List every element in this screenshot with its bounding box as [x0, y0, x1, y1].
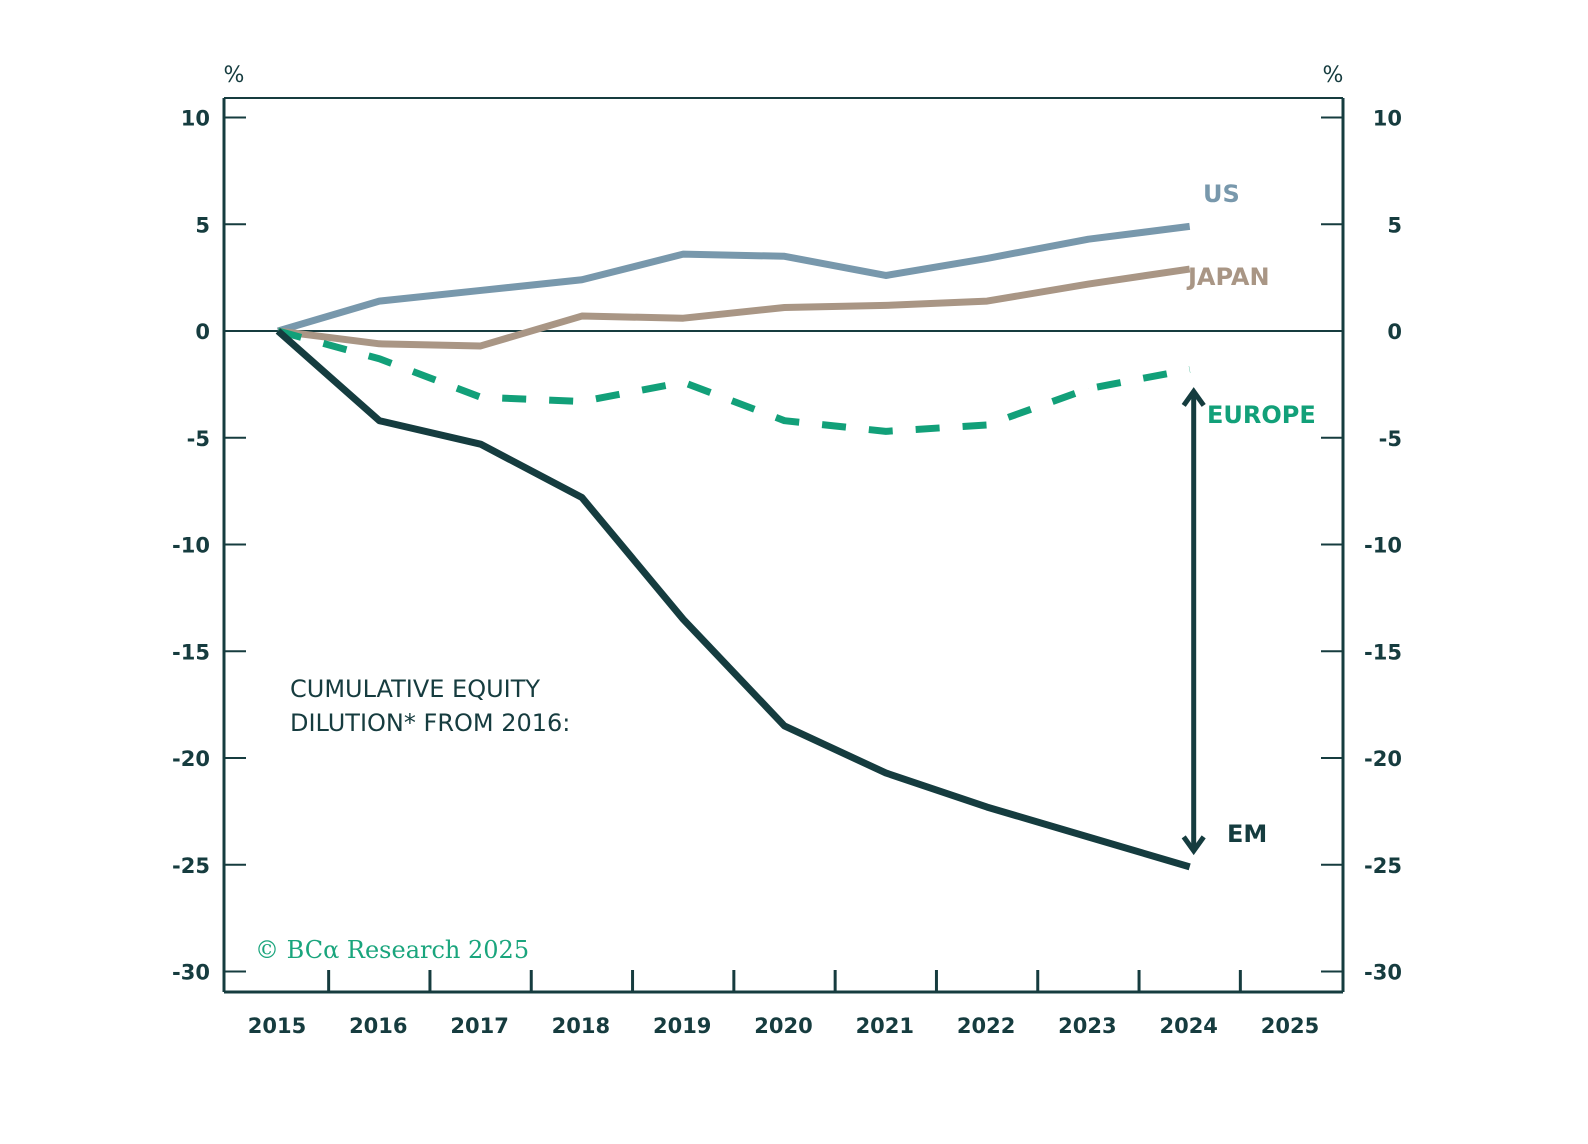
x-tick-label: 2017 [450, 1014, 508, 1038]
y-tick-label-right: 5 [1387, 213, 1402, 237]
y-unit-left: % [224, 63, 245, 88]
annotation-line-1: CUMULATIVE EQUITY [290, 675, 540, 703]
series-line-em [275, 328, 1191, 871]
x-tick-label: 2015 [248, 1014, 306, 1038]
y-tick-label-left: -30 [172, 961, 210, 985]
plot-frame [222, 97, 1345, 994]
y-tick-label-left: -5 [187, 427, 210, 451]
series-label-em: EM [1227, 820, 1267, 848]
y-tick-label-right: -20 [1364, 747, 1402, 771]
y-tick-label-right: -25 [1364, 854, 1402, 878]
series-labels: US JAPAN EUROPE EM [1186, 180, 1316, 848]
copyright-text: © BCα Research 2025 [255, 936, 529, 964]
arrow-head-up [1181, 387, 1206, 407]
x-tick-label: 2021 [856, 1014, 914, 1038]
y-tick-label-left: 5 [195, 213, 210, 237]
y-tick-label-left: -25 [172, 854, 210, 878]
series-layer [275, 222, 1191, 871]
x-tick-label: 2022 [957, 1014, 1015, 1038]
series-line-us [277, 222, 1191, 335]
arrow-head-down [1181, 835, 1206, 856]
y-tick-label-right: -10 [1364, 534, 1402, 558]
y-tick-label-right: 0 [1387, 320, 1402, 344]
y-tick-label-left: -15 [172, 640, 210, 664]
y-tick-label-right: 10 [1373, 107, 1402, 131]
y-axis-left: 10 5 0 -5 -10 -15 -20 -25 -30 [172, 107, 246, 985]
y-tick-label-right: -15 [1364, 640, 1402, 664]
x-tick-label: 2019 [653, 1014, 711, 1038]
x-tick-label: 2020 [754, 1014, 812, 1038]
y-tick-label-left: 10 [181, 107, 210, 131]
x-tick-label: 2025 [1261, 1014, 1319, 1038]
x-axis: 2015 2016 2017 2018 2019 2020 2021 2022 2023 2024… [248, 970, 1319, 1038]
gap-arrow [1181, 387, 1206, 856]
series-line-europe [277, 327, 1191, 435]
x-tick-label: 2024 [1159, 1014, 1217, 1038]
series-line-japan [277, 265, 1191, 350]
y-tick-label-left: 0 [195, 320, 210, 344]
y-tick-label-right: -30 [1364, 961, 1402, 985]
series-label-europe: EUROPE [1207, 401, 1316, 429]
x-tick-label: 2023 [1058, 1014, 1116, 1038]
series-label-japan: JAPAN [1186, 263, 1270, 291]
x-tick-label: 2018 [552, 1014, 610, 1038]
y-tick-label-left: -10 [172, 534, 210, 558]
y-axis-right: 10 5 0 -5 -10 -15 -20 -25 -30 [1321, 107, 1402, 985]
series-label-us: US [1203, 180, 1240, 208]
annotation-line-2: DILUTION* FROM 2016: [290, 709, 570, 737]
x-tick-label: 2016 [349, 1014, 407, 1038]
y-tick-label-right: -5 [1379, 427, 1402, 451]
y-unit-right: % [1323, 63, 1344, 88]
y-tick-label-left: -20 [172, 747, 210, 771]
